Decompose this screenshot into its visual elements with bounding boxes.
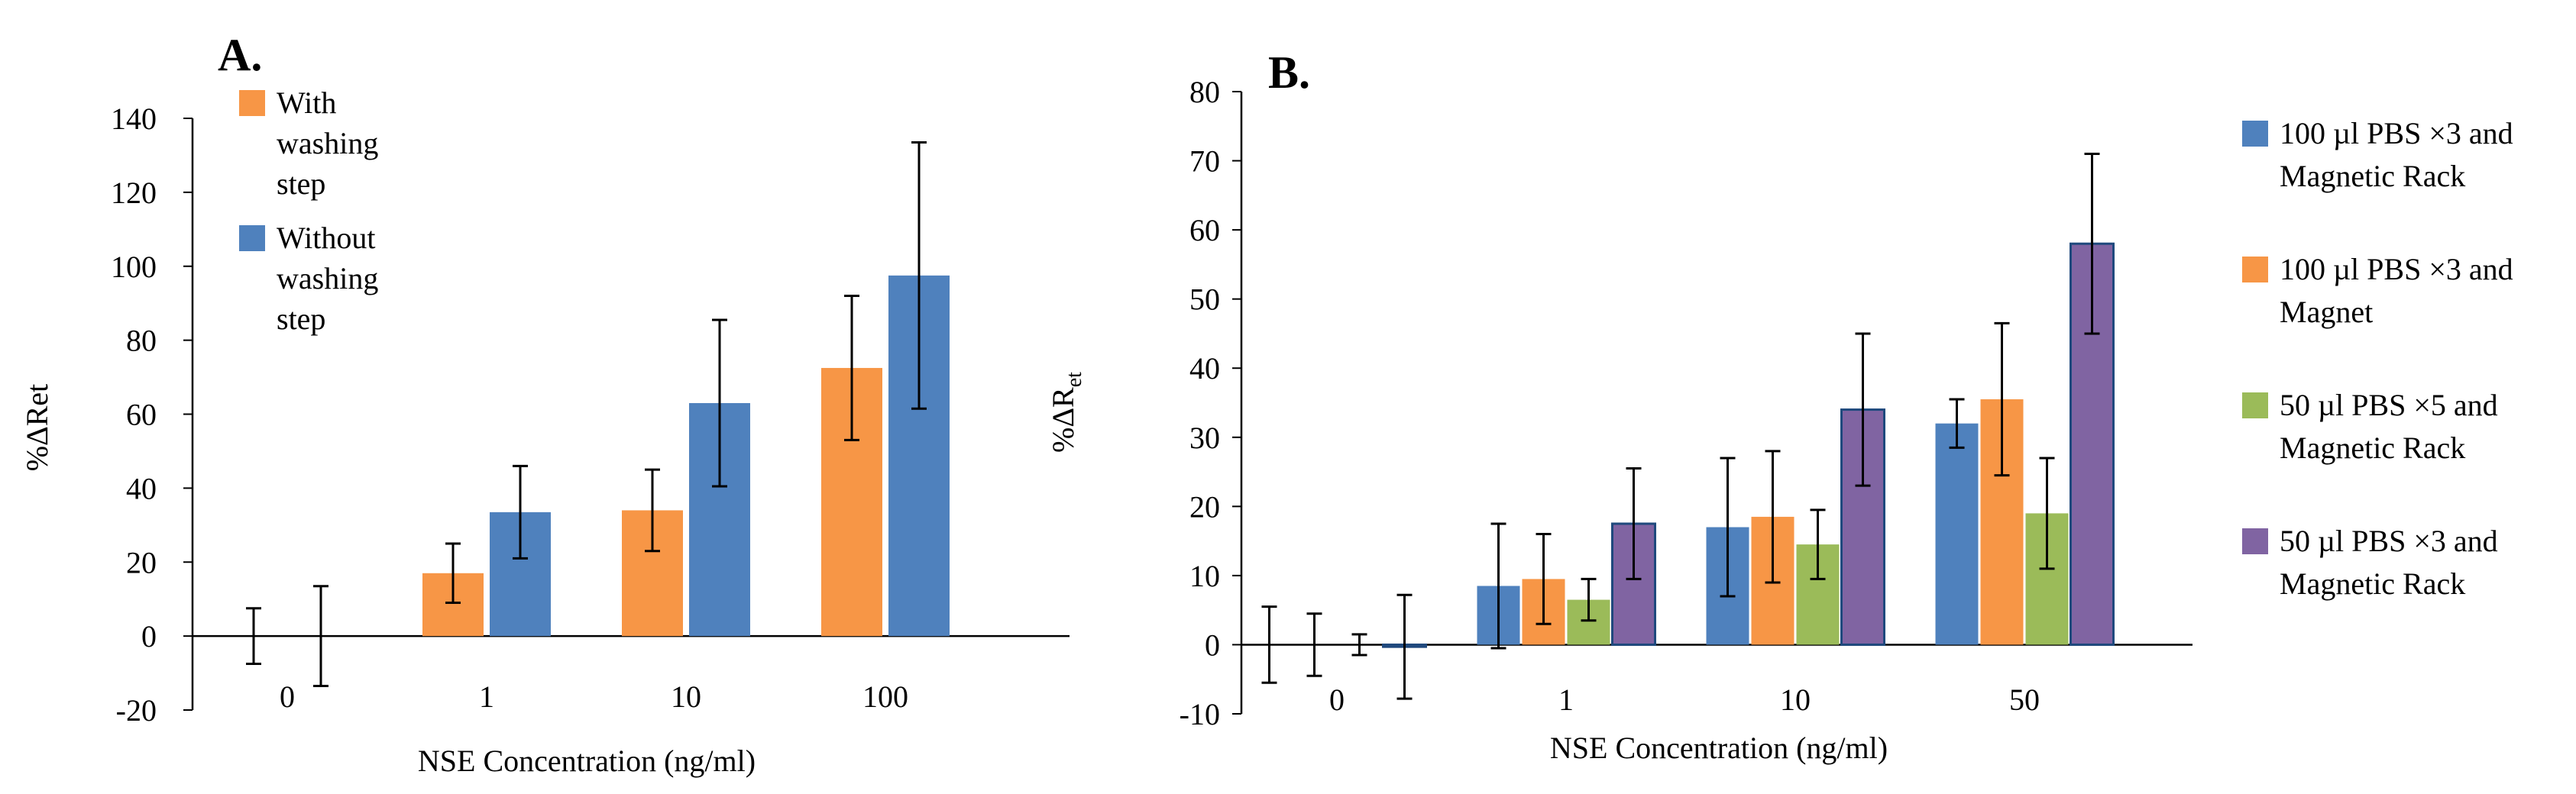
- y-tick-label: 120: [111, 176, 157, 210]
- legend-swatch: [2242, 528, 2268, 554]
- legend-swatch: [2242, 392, 2268, 418]
- legend-label: washing: [277, 126, 378, 160]
- x-tick-label: 0: [1329, 683, 1345, 717]
- legend-label: 50 µl PBS ×3 and: [2280, 524, 2498, 558]
- x-tick-label: 10: [1780, 683, 1811, 717]
- x-axis-title: NSE Concentration (ng/ml): [418, 744, 756, 778]
- y-axis-title: %ΔRet: [1046, 372, 1086, 453]
- x-tick-label: 0: [280, 679, 295, 714]
- panel-label: A.: [218, 30, 262, 80]
- legend-label: With: [277, 86, 336, 120]
- legend-label: Magnetic Rack: [2280, 431, 2465, 465]
- x-tick-label: 1: [1558, 683, 1574, 717]
- y-tick-label: 20: [126, 545, 157, 579]
- y-tick-label: 40: [1189, 351, 1220, 386]
- legend-label: step: [277, 166, 325, 201]
- y-axis-title: %ΔRet: [20, 384, 54, 472]
- x-tick-label: 100: [862, 679, 908, 714]
- y-tick-label: 30: [1189, 421, 1220, 455]
- y-tick-label: 100: [111, 250, 157, 284]
- legend-label: 100 µl PBS ×3 and: [2280, 252, 2513, 286]
- x-axis-title: NSE Concentration (ng/ml): [1550, 731, 1888, 765]
- y-tick-label: -10: [1180, 697, 1220, 731]
- y-tick-label: 10: [1189, 559, 1220, 593]
- panel-a: A. -20 0 20 40 60 80 100 120 140 0 1 10 100 NSE Concen…: [20, 30, 1070, 778]
- y-tick-label: 0: [141, 619, 157, 654]
- legend-swatch: [239, 225, 265, 251]
- panel-b: B. -10 0 10 20 30 40 50 60 70 80 0 1 10 50 NSE Concentr…: [1046, 47, 2513, 765]
- legend-swatch: [239, 90, 265, 116]
- legend-label: Magnetic Rack: [2280, 566, 2465, 601]
- y-tick-label: 20: [1189, 489, 1220, 524]
- y-tick-label: 80: [1189, 75, 1220, 109]
- y-tick-label: 0: [1205, 628, 1220, 662]
- x-tick-label: 50: [2009, 683, 2040, 717]
- y-tick-label: 70: [1189, 144, 1220, 179]
- y-axis-title-main: %ΔRet: [20, 384, 54, 472]
- y-tick-label: 50: [1189, 282, 1220, 317]
- legend-label: washing: [277, 261, 378, 295]
- bar: [1935, 423, 1979, 645]
- legend-label: 50 µl PBS ×5 and: [2280, 388, 2498, 422]
- y-tick-label: 60: [1189, 213, 1220, 247]
- y-axis-title-subscript: et: [1063, 372, 1086, 387]
- y-tick-label: 140: [111, 102, 157, 136]
- legend-label: Magnetic Rack: [2280, 159, 2465, 193]
- y-tick-label: 60: [126, 398, 157, 432]
- y-tick-label: 40: [126, 471, 157, 505]
- y-axis-title-main: %ΔR: [1046, 387, 1080, 453]
- legend-label: 100 µl PBS ×3 and: [2280, 116, 2513, 150]
- legend-label: Magnet: [2280, 295, 2373, 329]
- y-tick-label: 80: [126, 324, 157, 358]
- legend-swatch: [2242, 121, 2268, 147]
- legend-swatch: [2242, 257, 2268, 282]
- bar: [2070, 242, 2115, 646]
- x-tick-label: 10: [671, 679, 701, 714]
- panel-label: B.: [1268, 47, 1310, 98]
- legend-label: Without: [277, 221, 376, 255]
- legend-label: step: [277, 302, 325, 336]
- y-tick-label: -20: [116, 693, 157, 728]
- x-tick-label: 1: [479, 679, 494, 714]
